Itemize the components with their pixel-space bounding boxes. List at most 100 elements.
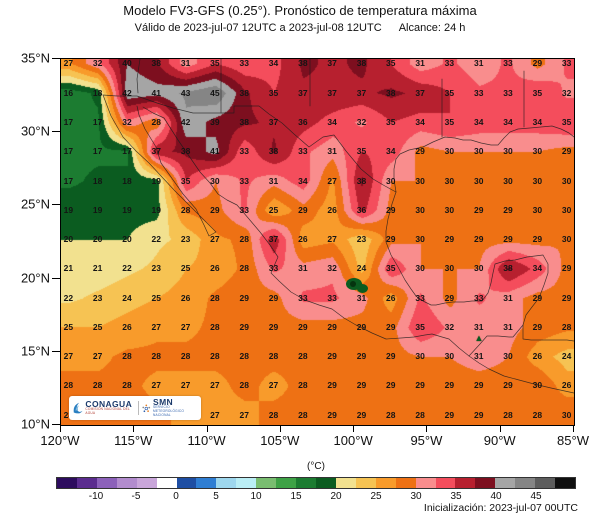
grid-temp-value: 28 — [386, 409, 396, 420]
grid-temp-value: 29 — [561, 292, 572, 303]
grid-temp-value: 29 — [532, 292, 543, 303]
colorbar-tick-label: -10 — [88, 491, 104, 502]
colorbar-tick-label: 40 — [490, 491, 502, 502]
grid-temp-value: 30 — [473, 263, 484, 274]
colorbar-segment — [355, 478, 376, 488]
colorbar-segment — [296, 478, 316, 488]
grid-temp-value: 35 — [532, 87, 543, 98]
grid-temp-value: 34 — [268, 58, 279, 69]
grid-temp-value: 42 — [180, 116, 191, 127]
grid-temp-value: 29 — [239, 292, 249, 303]
grid-temp-value: 35 — [268, 87, 279, 98]
grid-temp-value: 27 — [151, 380, 161, 391]
agency-logo-box: CONAGUA COMISIÓN NACIONAL DEL AGUA SMN S… — [69, 396, 201, 420]
grid-temp-value: 29 — [239, 321, 249, 332]
colorbar-segment — [515, 478, 536, 488]
grid-temp-value: 37 — [327, 87, 337, 98]
smn-logo-subtitle: SERVICIO METEOROLÓGICO NACIONAL — [153, 405, 185, 418]
grid-temp-value: 29 — [386, 233, 396, 244]
grid-temp-value: 29 — [532, 321, 543, 332]
colorbar-tick-label: 35 — [450, 491, 462, 502]
grid-temp-value: 29 — [444, 380, 455, 391]
colorbar-tick-label: 20 — [330, 491, 342, 502]
grid-temp-value: 20 — [63, 233, 74, 244]
grid-temp-value: 29 — [386, 350, 396, 361]
conagua-wave-icon — [73, 402, 83, 413]
lon-axis-label: 95°W — [410, 433, 443, 448]
grid-temp-value: 28 — [298, 409, 308, 420]
grid-temp-value: 29 — [415, 380, 425, 391]
grid-temp-value: 17 — [63, 175, 74, 186]
grid-temp-value: 29 — [532, 58, 543, 69]
grid-temp-value: 17 — [63, 145, 74, 156]
grid-temp-value: 45 — [210, 87, 220, 98]
grid-temp-value: 38 — [180, 145, 191, 156]
lon-axis-label: 105°W — [260, 433, 300, 448]
grid-temp-value: 24 — [561, 350, 572, 361]
smn-spiral-icon — [142, 404, 151, 412]
grid-temp-value: 25 — [63, 321, 74, 332]
grid-temp-value: 30 — [532, 380, 543, 391]
grid-temp-value: 28 — [561, 321, 572, 332]
grid-temp-value: 28 — [180, 204, 191, 215]
grid-temp-value: 31 — [298, 263, 308, 274]
colorbar-tick-label: 30 — [410, 491, 422, 502]
grid-temp-value: 29 — [444, 292, 455, 303]
grid-temp-value: 29 — [532, 233, 543, 244]
grid-temp-value: 29 — [327, 350, 337, 361]
colorbar-tick-label: 15 — [290, 491, 302, 502]
grid-temp-value: 29 — [503, 233, 513, 244]
grid-temp-value: 35 — [210, 58, 220, 69]
grid-temp-value: 30 — [444, 145, 455, 156]
grid-temp-value: 31 — [473, 321, 484, 332]
grid-temp-value: 20 — [122, 233, 132, 244]
grid-temp-value: 27 — [180, 321, 191, 332]
grid-temp-value: 26 — [210, 263, 220, 274]
grid-temp-value: 27 — [268, 380, 279, 391]
grid-temp-value: 31 — [180, 58, 191, 69]
grid-temp-value: 35 — [444, 87, 455, 98]
grid-temp-value: 28 — [64, 410, 73, 420]
grid-temp-value: 18 — [92, 87, 103, 98]
grid-temp-value: 28 — [210, 292, 220, 303]
grid-temp-value: 29 — [327, 321, 337, 332]
grid-temp-value: 33 — [444, 58, 455, 69]
grid-temp-value: 30 — [444, 350, 455, 361]
grid-temp-value: 29 — [327, 409, 337, 420]
colorbar-segment — [475, 478, 496, 488]
lat-axis-label: 25°N — [20, 196, 50, 212]
grid-temp-value: 28 — [122, 350, 132, 361]
grid-temp-value: 29 — [356, 321, 367, 332]
grid-temp-value: 31 — [503, 292, 513, 303]
grid-temp-value: 30 — [473, 145, 484, 156]
grid-temp-value: 28 — [180, 350, 191, 361]
colorbar-segment — [236, 478, 257, 488]
lat-axis-tick — [52, 277, 60, 279]
colorbar-segment — [216, 478, 237, 488]
lat-axis-tick — [52, 204, 60, 206]
grid-temp-value: 27 — [327, 233, 337, 244]
grid-temp-value: 42 — [122, 87, 132, 98]
colorbar-tick-label: 10 — [250, 491, 262, 502]
grid-temp-value: 25 — [180, 263, 191, 274]
grid-temp-value: 24 — [122, 292, 132, 303]
grid-temp-value: 28 — [239, 350, 249, 361]
lon-axis-tick — [133, 425, 135, 432]
grid-temp-value: 36 — [298, 116, 308, 127]
grid-temp-value: 35 — [415, 321, 425, 332]
grid-temp-value: 29 — [327, 380, 337, 391]
colorbar-segment — [276, 478, 297, 488]
lon-axis-tick — [426, 425, 428, 432]
valid-range-label: Válido de 2023-jul-07 12UTC a 2023-jul-0… — [134, 22, 382, 34]
grid-temp-value: 29 — [473, 204, 484, 215]
grid-temp-value: 22 — [122, 263, 132, 274]
grid-temp-value: 24 — [356, 263, 367, 274]
grid-temp-value: 38 — [239, 116, 249, 127]
lon-axis-tick — [499, 425, 501, 432]
grid-temp-value: 29 — [473, 409, 484, 420]
grid-temp-value: 43 — [180, 87, 191, 98]
grid-temp-value: 26 — [298, 233, 308, 244]
grid-temp-value: 28 — [63, 380, 74, 391]
grid-temp-value: 38 — [151, 58, 161, 69]
colorbar-unit-label: (°C) — [307, 461, 325, 472]
